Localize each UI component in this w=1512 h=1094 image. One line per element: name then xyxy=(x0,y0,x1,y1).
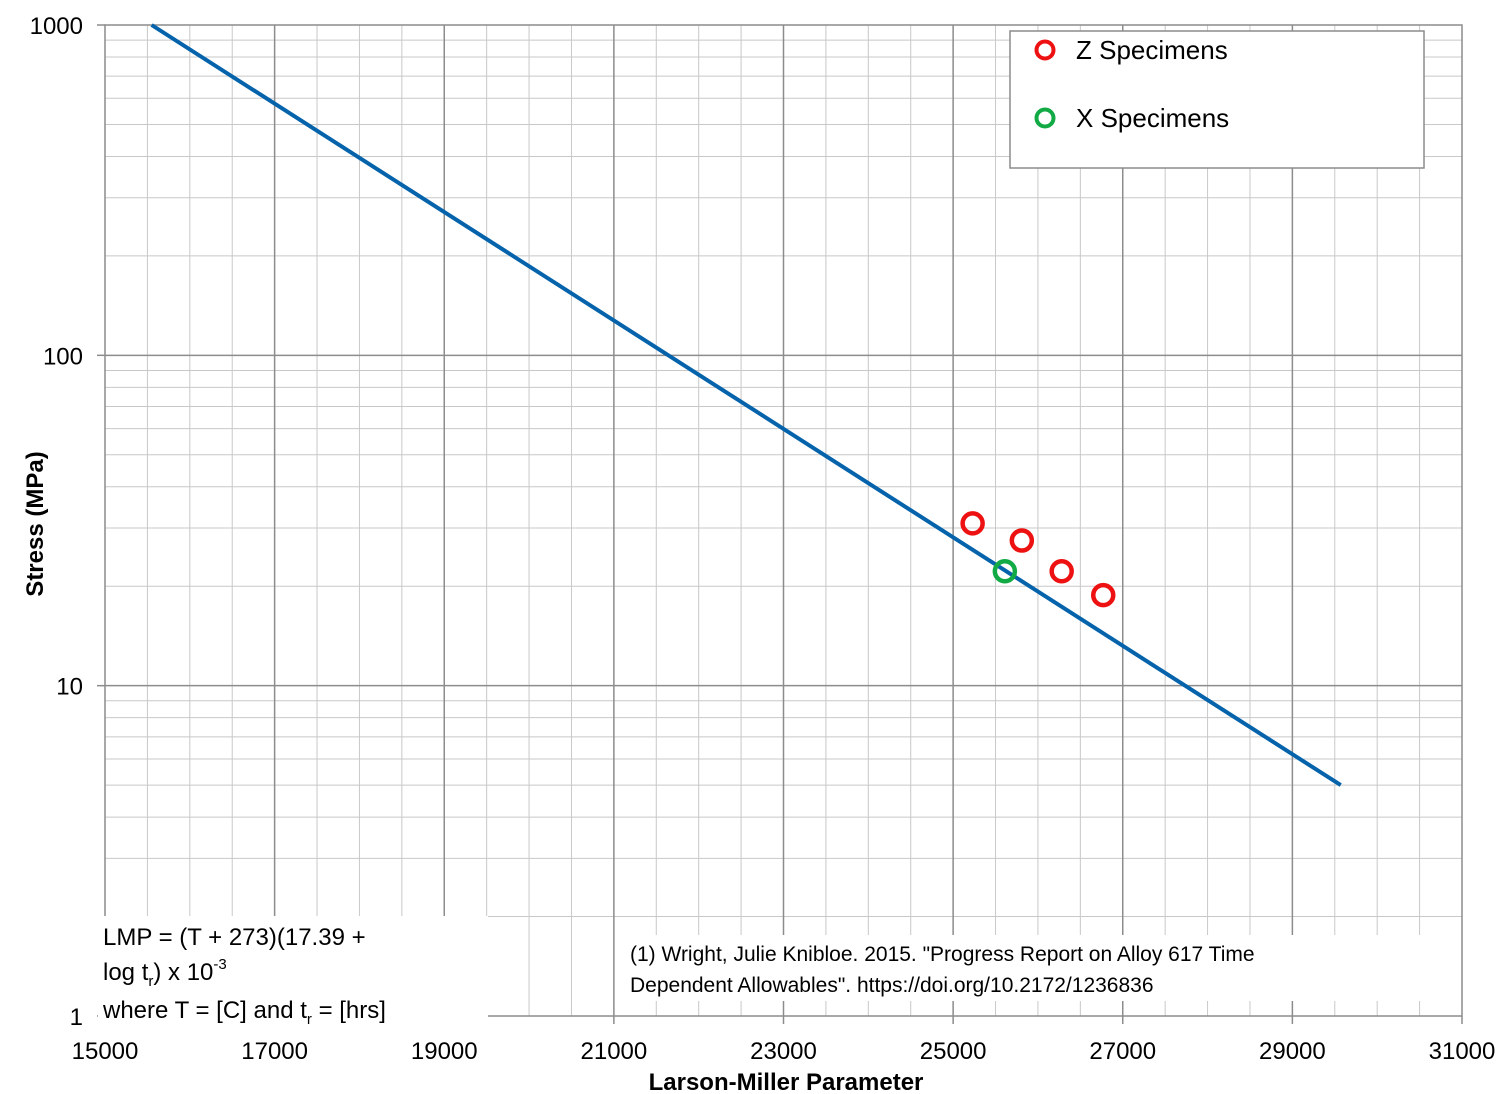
series-layer xyxy=(150,23,1342,787)
x-tick-label: 19000 xyxy=(411,1038,478,1065)
y-tick-label: 1000 xyxy=(30,13,83,40)
x-tick-label: 15000 xyxy=(72,1038,139,1065)
y-tick-labels: 1 10 100 1000 xyxy=(30,13,83,1031)
x-tick-label: 17000 xyxy=(241,1038,308,1065)
reference-line-2: Dependent Allowables". https://doi.org/1… xyxy=(630,974,1154,997)
reference-line-1: (1) Wright, Julie Knibloe. 2015. "Progre… xyxy=(630,943,1255,966)
reference-background xyxy=(622,935,1430,1001)
legend-marker-x-specimens xyxy=(1034,107,1056,129)
formula-background xyxy=(98,916,488,1028)
x-axis-title: Larson-Miller Parameter xyxy=(649,1069,924,1094)
z-specimens-point xyxy=(960,511,985,536)
y-axis-title: Stress (MPa) xyxy=(22,451,49,596)
legend: Z Specimens X Specimens xyxy=(1009,30,1425,169)
x-tick-labels: 15000 17000 19000 21000 23000 25000 27000 29000… xyxy=(72,1038,1496,1065)
x-tick-label: 27000 xyxy=(1089,1038,1156,1065)
formula-line-2: log tr) x 10-3 xyxy=(103,956,227,990)
x-tick-label: 23000 xyxy=(750,1038,817,1065)
major-gridlines xyxy=(97,24,1463,1024)
legend-label-x-specimens: X Specimens xyxy=(1076,103,1229,133)
z-specimens-point xyxy=(1090,582,1116,608)
y-tick-label: 1 xyxy=(70,1004,83,1031)
formula-annotation: LMP = (T + 273)(17.39 + log tr) x 10-3 w… xyxy=(98,916,488,1028)
y-tick-label: 10 xyxy=(56,674,83,701)
reference-annotation: (1) Wright, Julie Knibloe. 2015. "Progre… xyxy=(622,935,1430,1001)
formula-line-3: where T = [C] and tr = [hrs] xyxy=(102,997,386,1028)
formula-line-1: LMP = (T + 273)(17.39 + xyxy=(103,924,366,951)
legend-box xyxy=(1009,30,1425,169)
legend-marker-z-specimens xyxy=(1034,39,1056,61)
x-tick-label: 31000 xyxy=(1429,1038,1496,1065)
y-tick-label: 100 xyxy=(43,343,83,370)
x-tick-label: 21000 xyxy=(581,1038,648,1065)
z-specimens-point xyxy=(1049,559,1074,584)
x-specimens-point xyxy=(992,559,1018,584)
fit-line xyxy=(150,23,1342,787)
z-specimens-point xyxy=(1009,528,1035,553)
legend-label-z-specimens: Z Specimens xyxy=(1076,35,1228,65)
x-tick-label: 29000 xyxy=(1259,1038,1326,1065)
x-tick-label: 25000 xyxy=(920,1038,987,1065)
plot-area-border xyxy=(104,24,1463,1017)
